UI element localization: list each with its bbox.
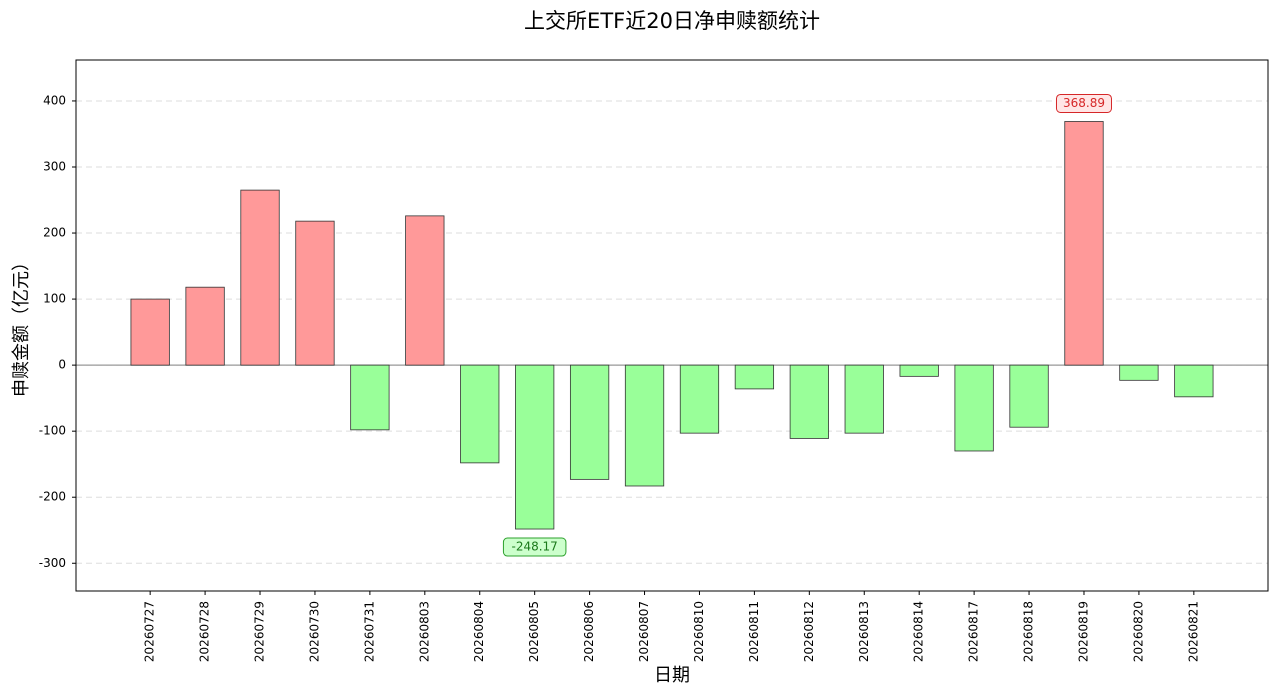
bar <box>1119 364 1159 381</box>
data-label: 368.89 <box>1063 96 1105 110</box>
y-tick-label: -200 <box>39 490 66 504</box>
bar <box>1174 364 1214 398</box>
chart-title: 上交所ETF近20日净申赎额统计 <box>524 9 820 33</box>
bar <box>240 189 280 366</box>
bar <box>515 364 555 530</box>
data-label-box <box>502 537 567 557</box>
x-tick-label: 20260728 <box>198 601 212 662</box>
bar <box>350 364 390 431</box>
bar <box>1009 364 1049 428</box>
y-tick-label: 400 <box>43 93 66 107</box>
x-tick-label: 20260812 <box>802 601 816 662</box>
y-tick-label: 200 <box>43 226 66 240</box>
x-tick-label: 20260803 <box>417 601 431 662</box>
data-label: -248.17 <box>512 540 558 554</box>
x-tick-label: 20260820 <box>1131 601 1145 662</box>
x-tick-label: 20260727 <box>143 601 157 662</box>
y-tick-label: 100 <box>43 292 66 306</box>
plot-frame <box>75 59 1269 592</box>
y-tick-label: -300 <box>39 556 66 570</box>
data-label-box <box>1055 93 1112 113</box>
y-tick-label: -100 <box>39 424 66 438</box>
x-tick-label: 20260821 <box>1186 601 1200 662</box>
y-tick-label: 300 <box>43 159 66 173</box>
x-tick-label: 20260814 <box>912 601 926 662</box>
bar <box>844 364 884 434</box>
bar <box>899 364 939 377</box>
bar <box>295 220 335 366</box>
bar <box>734 364 775 390</box>
x-tick-label: 20260811 <box>747 601 761 662</box>
bar <box>405 215 445 366</box>
y-tick-label: 0 <box>58 358 66 372</box>
bar <box>460 364 500 464</box>
bar <box>679 364 720 434</box>
x-tick-label: 20260817 <box>967 601 981 662</box>
bar <box>1064 121 1104 366</box>
x-tick-label: 20260729 <box>253 601 267 662</box>
x-tick-label: 20260810 <box>692 601 706 662</box>
x-tick-label: 20260805 <box>527 601 541 662</box>
x-axis-label: 日期 <box>654 665 690 686</box>
bar <box>185 286 225 366</box>
x-tick-label: 20260731 <box>362 601 376 662</box>
bar <box>130 298 170 366</box>
x-tick-label: 20260819 <box>1076 601 1090 662</box>
bar <box>624 364 665 487</box>
x-tick-label: 20260804 <box>472 601 486 662</box>
y-axis-label: 申赎金额（亿元） <box>11 253 32 397</box>
x-tick-label: 20260806 <box>582 601 596 662</box>
x-tick-label: 20260807 <box>637 601 651 662</box>
bar <box>954 364 994 452</box>
bar <box>569 364 610 480</box>
x-tick-label: 20260818 <box>1022 601 1036 662</box>
x-tick-label: 20260813 <box>857 601 871 662</box>
bar <box>789 364 829 439</box>
x-tick-label: 20260730 <box>307 601 321 662</box>
